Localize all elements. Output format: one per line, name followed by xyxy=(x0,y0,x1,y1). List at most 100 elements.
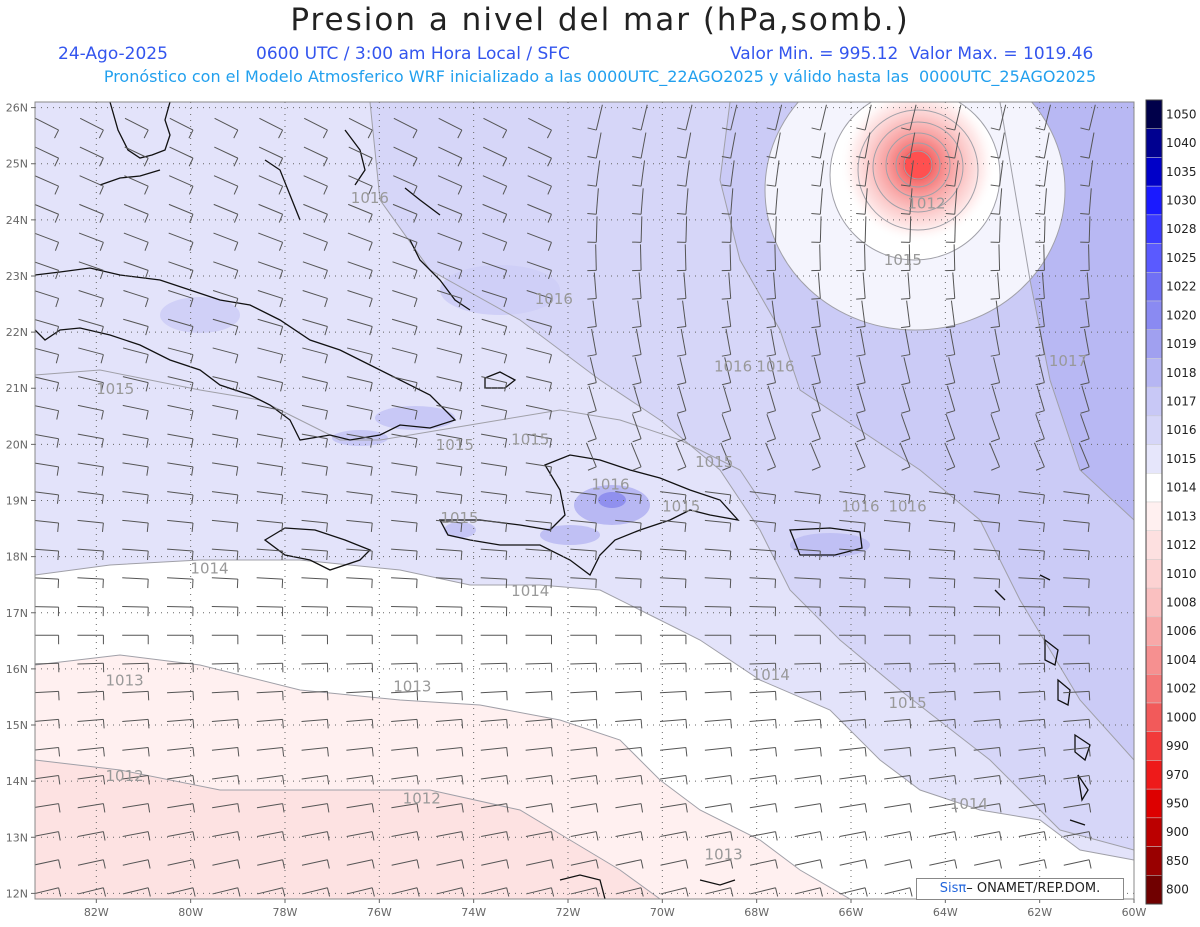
wind-barb xyxy=(944,442,956,471)
hispaniola-coast xyxy=(438,454,740,576)
wind-barb xyxy=(704,491,732,504)
wind-barb xyxy=(990,272,1001,300)
latitude-labels: 26N 25N 24N 23N 22N 21N 20N 19N 18N 17N 16N 15N 14N 1… xyxy=(6,102,35,900)
wind-barb xyxy=(35,146,60,167)
wind-barb xyxy=(346,519,373,532)
wind-barb xyxy=(436,376,463,392)
wind-barb xyxy=(615,491,642,504)
wind-barb xyxy=(1063,577,1090,589)
wind-barb xyxy=(883,548,911,561)
wind-barb xyxy=(839,690,867,701)
wind-barb xyxy=(1080,272,1090,300)
wind-barb xyxy=(482,232,508,251)
wind-barb xyxy=(945,132,961,159)
wind-barb xyxy=(615,606,642,617)
wind-barb xyxy=(901,104,917,131)
wind-barb xyxy=(632,132,647,159)
wind-barb xyxy=(392,290,418,308)
wind-barb xyxy=(527,203,552,223)
wind-barb xyxy=(794,491,821,504)
wind-barb xyxy=(77,577,104,589)
wind-barb xyxy=(570,690,598,701)
wind-barb xyxy=(211,491,239,504)
wind-barb xyxy=(660,746,688,757)
lat-label: 20N xyxy=(6,438,28,451)
wind-barb xyxy=(257,318,284,336)
wind-barb xyxy=(391,775,419,785)
wind-barb xyxy=(35,462,60,476)
wind-barb xyxy=(1063,746,1091,757)
wind-barb xyxy=(212,831,240,841)
wind-barb xyxy=(211,690,239,701)
wind-barb xyxy=(482,175,508,195)
wind-barb xyxy=(436,318,463,336)
wind-barb xyxy=(391,746,419,757)
wind-barb xyxy=(1018,859,1047,869)
wind-barb xyxy=(1080,216,1091,243)
wind-barb xyxy=(392,203,418,223)
wind-barb xyxy=(168,261,194,280)
wind-barb xyxy=(77,775,106,785)
wind-barb xyxy=(348,203,373,223)
wind-barb xyxy=(391,318,418,336)
wind-barb xyxy=(481,347,508,364)
wind-barb xyxy=(301,577,328,589)
lat-label: 18N xyxy=(6,551,28,564)
lat-label: 15N xyxy=(6,719,28,732)
wind-barb xyxy=(122,491,149,504)
isobar-label: 1015 xyxy=(662,498,700,516)
wind-barb xyxy=(1080,244,1090,272)
wind-barb xyxy=(167,577,194,589)
wind-barb xyxy=(1080,160,1094,187)
wind-barb xyxy=(973,775,1002,785)
wind-barb xyxy=(35,290,60,308)
isobar-label: 1015 xyxy=(889,694,927,712)
wind-barb xyxy=(211,606,239,617)
wind-barb xyxy=(659,634,687,645)
wind-barb xyxy=(973,662,1001,673)
wind-barb xyxy=(945,160,959,187)
colorbar-label: 1050 xyxy=(1166,107,1197,121)
wind-barb xyxy=(169,175,194,195)
wind-barb xyxy=(167,887,196,897)
wind-barb xyxy=(749,662,777,673)
wind-barb xyxy=(346,548,373,561)
wind-barb xyxy=(811,357,821,386)
wind-barb xyxy=(749,831,778,841)
wind-barb xyxy=(437,175,463,195)
wind-barb xyxy=(928,746,957,757)
wind-barb xyxy=(704,662,732,673)
wind-barb xyxy=(630,442,642,471)
wind-barb xyxy=(839,548,866,561)
wind-barb xyxy=(436,775,464,785)
wind-barb xyxy=(79,117,104,139)
wind-barb xyxy=(945,244,956,272)
wind-barb xyxy=(480,491,508,504)
wind-barb xyxy=(1078,442,1090,471)
wind-barb xyxy=(990,160,1004,187)
wind-barb xyxy=(749,718,777,729)
wind-barb xyxy=(1080,300,1090,329)
colorbar-label: 1030 xyxy=(1166,194,1197,208)
wind-barb xyxy=(794,859,823,869)
wind-barb xyxy=(212,803,240,813)
wind-barb xyxy=(945,272,956,300)
wind-barb xyxy=(77,634,104,645)
wind-barb xyxy=(928,662,956,673)
wind-barb xyxy=(704,718,732,729)
wind-barb xyxy=(811,188,823,215)
colorbar-swatch xyxy=(1145,386,1163,417)
wind-barb xyxy=(704,606,732,617)
colorbar-swatch xyxy=(1145,587,1163,618)
wind-barb xyxy=(525,718,553,729)
wind-barb xyxy=(213,175,239,195)
wind-barbs xyxy=(35,104,1096,897)
wind-barb xyxy=(928,491,956,504)
colorbar-swatch xyxy=(1145,243,1163,273)
wind-barb xyxy=(901,385,911,414)
wind-barb xyxy=(35,117,60,139)
wind-barb xyxy=(167,519,194,532)
wind-barb xyxy=(122,803,151,813)
wind-barb xyxy=(301,433,328,448)
colorbar-swatch xyxy=(1145,616,1163,646)
